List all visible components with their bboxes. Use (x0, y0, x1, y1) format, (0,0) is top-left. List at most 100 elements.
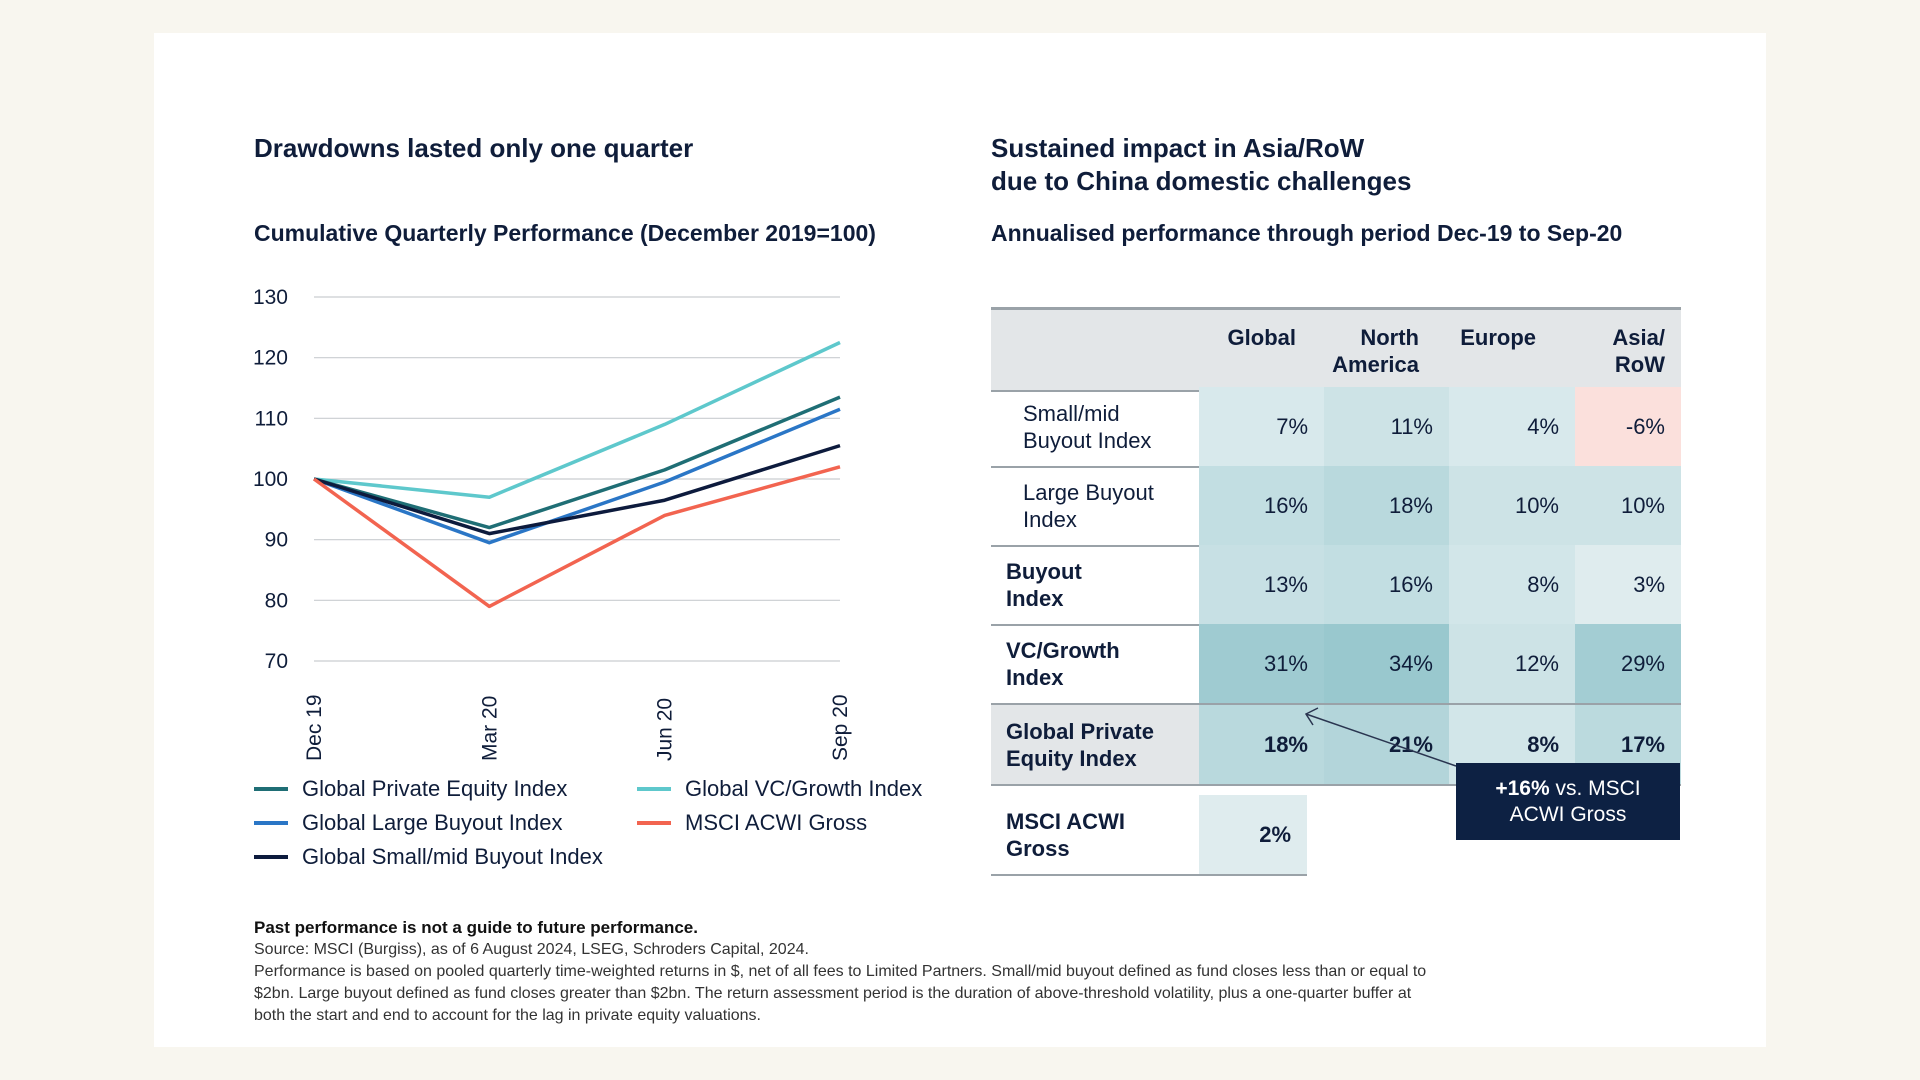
legend-swatch (254, 821, 288, 825)
column-header-europe: Europe (1428, 324, 1536, 351)
x-tick-label: Jun 20 (654, 698, 677, 761)
y-tick-label: 90 (265, 529, 288, 552)
row-label: VC/Growth Index (1006, 624, 1120, 703)
table-row-msci: MSCI ACWI Gross 2% (991, 795, 1307, 876)
row-label-line: Index (1023, 506, 1077, 532)
header-line: America (1332, 352, 1419, 377)
row-label: Small/mid Buyout Index (1023, 387, 1151, 466)
row-label: Global Private Equity Index (1006, 705, 1154, 784)
legend-item-large-buyout: Global Large Buyout Index (254, 810, 563, 836)
row-label-line: VC/Growth (1006, 637, 1120, 663)
chart-legend: Global Private Equity Index Global Large… (254, 776, 974, 886)
y-tick-label: 80 (265, 589, 288, 612)
row-label: Large Buyout Index (1023, 466, 1154, 545)
y-tick-label: 70 (265, 650, 288, 673)
cell-europe: 10% (1449, 466, 1575, 545)
callout-text: vs. MSCI (1549, 776, 1641, 800)
legend-swatch (254, 855, 288, 859)
series-line-global-vc-growth-index (313, 340, 841, 499)
cell-europe: 4% (1449, 387, 1575, 466)
legend-label: MSCI ACWI Gross (685, 810, 868, 835)
cell-global: 7% (1199, 387, 1324, 466)
cell-msci-global: 2% (1199, 795, 1307, 874)
row-label-line: Small/mid (1023, 400, 1120, 426)
row-label-line: Equity Index (1006, 745, 1137, 771)
header-line: RoW (1614, 352, 1665, 377)
cell-global: 16% (1199, 466, 1324, 545)
legend-label: Global Small/mid Buyout Index (302, 844, 603, 869)
table-header: Global North America Europe Asia/ RoW (991, 307, 1681, 392)
legend-label: Global VC/Growth Index (685, 776, 923, 801)
x-tick-label: Mar 20 (478, 696, 501, 761)
y-axis-ticks: 130 120 110 100 90 80 70 (253, 286, 288, 673)
line-chart: 130 120 110 100 90 80 70 Dec 19 Mar 20 Jun 20 Sep… (253, 286, 852, 761)
header-line: Global (1227, 325, 1296, 350)
row-label-background (991, 705, 1199, 784)
header-line: North (1360, 325, 1419, 350)
cell-north-america: 11% (1324, 387, 1449, 466)
source-note: Source: MSCI (Burgiss), as of 6 August 2… (254, 941, 809, 958)
legend-swatch (254, 787, 288, 791)
legend-swatch (637, 821, 671, 825)
callout-box: +16% vs. MSCI ACWI Gross (1456, 763, 1680, 840)
table-subtitle: Annualised performance through period De… (991, 220, 1623, 246)
cell-north-america: 16% (1324, 545, 1449, 624)
callout-arrow-layer (1304, 707, 1457, 767)
callout-bold: +16% (1495, 776, 1550, 800)
series-line-global-large-buyout-index (313, 407, 841, 545)
legend-item-vc-growth: Global VC/Growth Index (637, 776, 922, 802)
row-label-line: Index (1006, 664, 1064, 690)
cell-north-america: 34% (1324, 624, 1449, 703)
callout-arrow-head (1304, 707, 1319, 726)
cell-global: 13% (1199, 545, 1324, 624)
column-header-global: Global (1196, 324, 1296, 351)
cell-asia-row: 29% (1575, 624, 1681, 703)
series-line-global-small-mid-buyout-index (313, 443, 841, 536)
cell-europe: 12% (1449, 624, 1575, 703)
cell-asia-row: 3% (1575, 545, 1681, 624)
header-line: Europe (1460, 325, 1536, 350)
cell-europe: 8% (1449, 545, 1575, 624)
right-title-line2: due to China domestic challenges (991, 166, 1412, 196)
row-label-line: Large Buyout (1023, 479, 1154, 505)
header-line: Asia/ (1612, 325, 1665, 350)
x-axis-ticks: Dec 19 Mar 20 Jun 20 Sep 20 (303, 694, 852, 761)
legend-swatch (637, 787, 671, 791)
chart-subtitle: Cumulative Quarterly Performance (Decemb… (254, 220, 876, 246)
grid-layer (314, 296, 840, 662)
methodology-line: Performance is based on pooled quarterly… (254, 963, 1427, 980)
legend-item-msci: MSCI ACWI Gross (637, 810, 867, 836)
legend-label: Global Large Buyout Index (302, 810, 563, 835)
row-label: Buyout Index (1006, 545, 1082, 624)
methodology-line: $2bn. Large buyout defined as fund close… (254, 985, 1412, 1002)
x-tick-label: Sep 20 (829, 694, 852, 761)
table-row-vc-growth: VC/Growth Index 31% 34% 12% 29% (991, 624, 1681, 705)
callout-text-line2: ACWI Gross (1509, 802, 1627, 826)
row-label-line: Index (1006, 585, 1064, 611)
table-row-large-buyout: Large Buyout Index 16% 18% 10% 10% (991, 466, 1681, 547)
callout-arrow-line (1305, 713, 1457, 767)
cell-north-america: 18% (1324, 466, 1449, 545)
row-label-line: Global Private (1006, 718, 1154, 744)
legend-item-small-mid: Global Small/mid Buyout Index (254, 844, 603, 870)
cell-asia-row: -6% (1575, 387, 1681, 466)
cell-global: 18% (1199, 705, 1324, 784)
cell-north-america: 21% (1324, 705, 1449, 784)
row-label-line: Buyout Index (1023, 427, 1152, 453)
disclaimer: Past performance is not a guide to futur… (254, 918, 698, 937)
cell-global: 31% (1199, 624, 1324, 703)
row-label-line: Gross (1006, 835, 1070, 861)
cell-asia-row: 10% (1575, 466, 1681, 545)
y-tick-label: 130 (253, 286, 288, 309)
series-line-global-private-equity-index (313, 395, 841, 530)
right-panel-title: Sustained impact in Asia/RoW due to Chin… (991, 132, 1411, 198)
column-header-asia-row: Asia/ RoW (1571, 324, 1665, 378)
legend-item-gpe: Global Private Equity Index (254, 776, 567, 802)
right-title-line1: Sustained impact in Asia/RoW (991, 133, 1365, 163)
series-layer (312, 340, 841, 609)
y-tick-label: 110 (255, 407, 288, 430)
methodology-line: both the start and end to account for th… (254, 1007, 761, 1024)
series-line-msci-acwi-gross (312, 465, 841, 609)
y-tick-label: 100 (253, 468, 288, 491)
footnote: Past performance is not a guide to futur… (254, 917, 1704, 1027)
